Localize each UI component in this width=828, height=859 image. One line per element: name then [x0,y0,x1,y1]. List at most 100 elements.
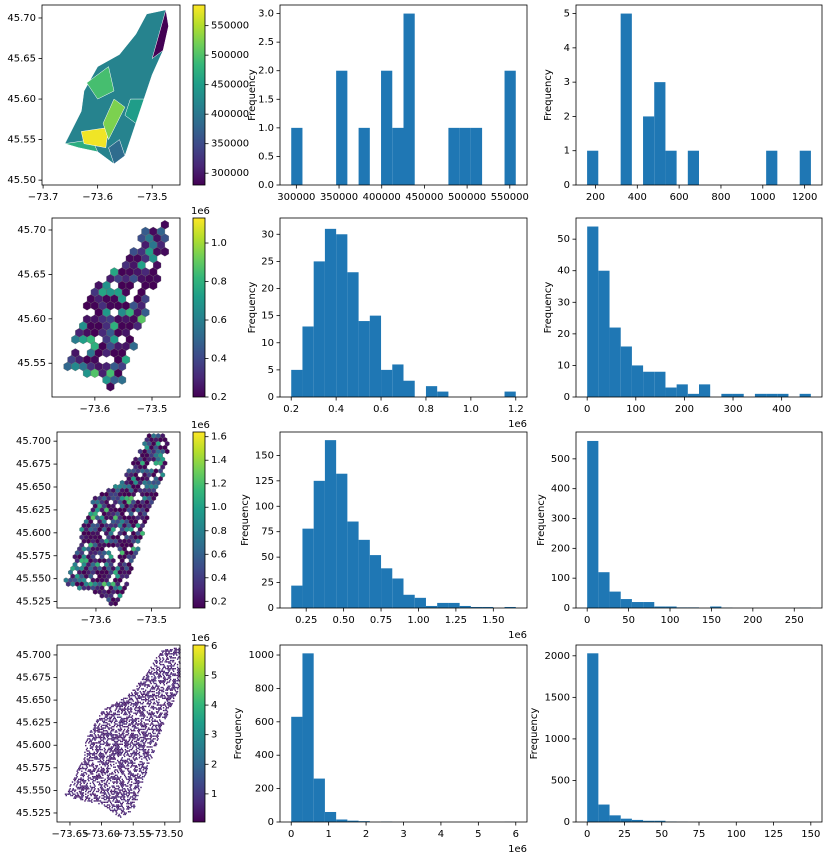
parcel [69,788,71,790]
parcel [165,650,168,652]
parcel [144,723,146,725]
parcel [116,765,119,767]
parcel [130,721,133,724]
parcel [152,708,155,710]
parcel [99,753,101,755]
parcel [153,680,155,682]
parcel [172,661,174,663]
parcel [136,758,138,760]
parcel [103,736,106,739]
parcel [127,758,129,760]
parcel [150,688,152,690]
parcel [153,672,155,674]
parcel [75,796,78,798]
parcel [98,735,100,737]
parcel [82,786,85,789]
parcel [93,743,95,745]
parcel [157,738,159,740]
parcel [85,761,87,763]
parcel [101,784,103,786]
parcel [124,775,127,778]
parcel [80,793,82,795]
parcel [103,796,106,798]
parcel [101,767,103,770]
parcel [153,690,155,693]
parcel [109,757,111,759]
parcel [81,785,84,787]
y-tick-label: 45.65 [17,269,46,280]
parcel [163,716,166,718]
parcel [122,701,124,704]
parcel [134,798,137,801]
parcel [163,703,166,705]
parcel [83,782,85,785]
parcel [100,736,102,739]
parcel [127,811,130,813]
parcel [148,712,151,714]
parcel [130,805,133,808]
colorbar-tick-label: 450000 [211,80,249,91]
parcel [142,696,145,698]
parcel [95,797,97,799]
parcel [90,789,92,791]
parcel [134,766,137,768]
parcel [123,797,125,799]
parcel [138,684,141,686]
parcel [123,703,125,705]
x-offset: 1e6 [508,844,527,855]
hex-cell [77,585,82,591]
parcel [158,655,160,658]
parcel [109,777,112,779]
colorbar-tick-label: 3 [211,730,217,741]
parcel [133,712,135,714]
parcel [139,734,141,736]
parcel [115,740,117,743]
parcel [108,793,110,795]
parcel [112,781,114,783]
parcel [109,719,111,721]
parcel [167,658,169,660]
bar [392,364,404,397]
parcel [133,726,135,728]
parcel [114,723,117,725]
parcel [152,705,155,708]
parcel [104,724,106,727]
parcel [138,694,141,697]
parcel [121,781,124,783]
parcel [144,740,147,743]
parcel [88,742,90,744]
parcel [140,703,142,705]
parcel [102,739,104,741]
parcel [159,674,162,677]
parcel [115,751,117,754]
parcel [89,782,92,785]
parcel [102,740,105,743]
parcel [104,786,106,789]
parcel [155,730,158,732]
parcel [104,762,106,764]
parcel [94,742,96,744]
parcel [142,769,145,771]
parcel [120,796,123,798]
parcel [139,685,141,687]
parcel [132,775,134,778]
parcel [151,667,153,670]
parcel [88,798,90,801]
parcel [138,708,141,710]
parcel [127,762,130,764]
parcel [99,777,101,779]
y-tick-label: 30 [261,229,274,240]
parcel [158,723,160,725]
parcel [107,738,110,740]
parcel [86,766,88,768]
parcel [107,767,110,770]
parcel [173,674,176,677]
parcel [111,720,113,722]
parcel [118,724,120,727]
parcel [106,739,109,741]
parcel [124,800,127,802]
parcel [165,705,167,708]
parcel [155,682,157,685]
parcel [119,782,121,785]
parcel [120,782,123,785]
